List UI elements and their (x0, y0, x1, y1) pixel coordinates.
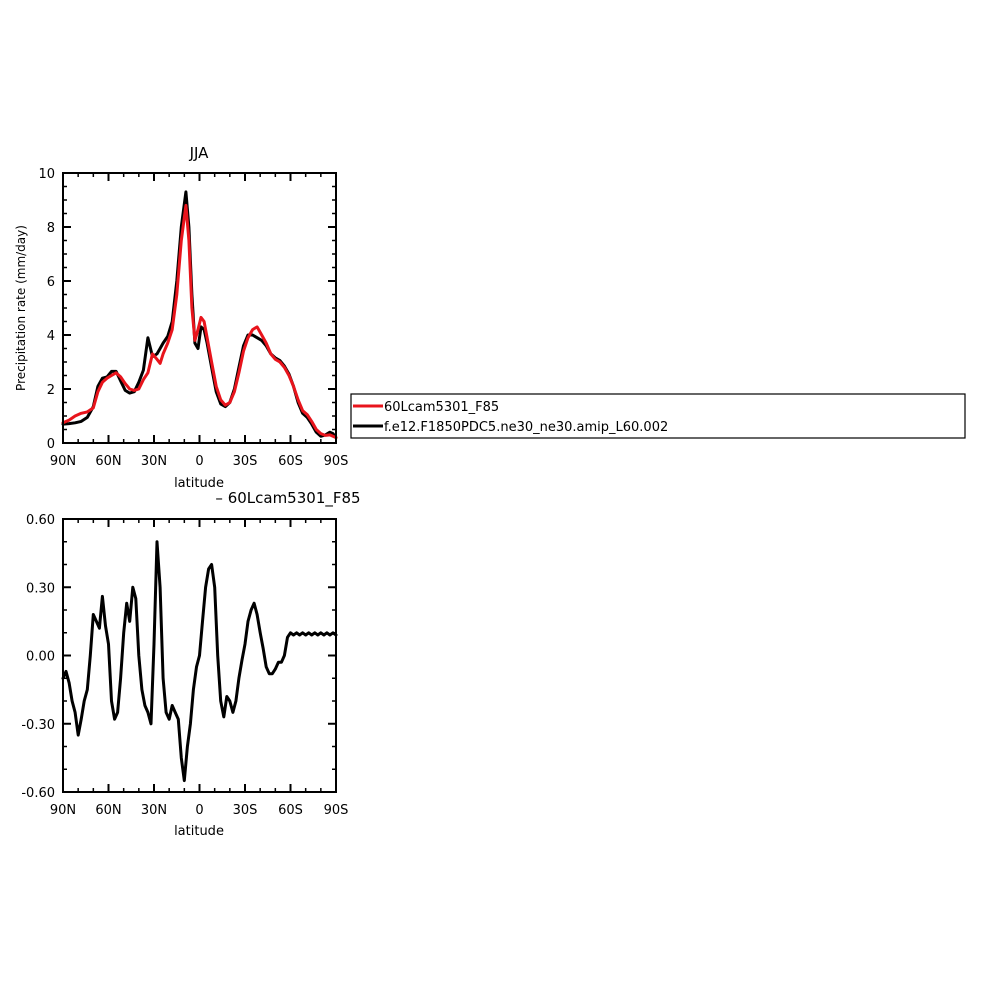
bottom-series-line-1 (61, 540, 338, 783)
top-ytick-label: 2 (47, 383, 55, 398)
top-xtick-label: 60S (278, 454, 303, 469)
top-series-line-1 (61, 203, 338, 440)
top-xtick-label: 90S (324, 454, 349, 469)
legend-label-series-1: 60Lcam5301_F85 (384, 400, 499, 415)
top-ytick-label: 10 (38, 167, 55, 182)
bottom-ytick-label: 0.00 (26, 650, 55, 665)
top-xtick-label: 0 (195, 454, 203, 469)
top-ytick-label: 6 (47, 275, 55, 290)
top-xtick-label: 60N (95, 454, 121, 469)
top-ytick-label: 8 (47, 221, 55, 236)
bottom-panel-frame (62, 518, 337, 793)
top-panel-frame (62, 172, 337, 444)
difference-panel: – 60Lcam5301_F85 latitude 90N 60N 30N 0 30S 6… (21, 489, 360, 839)
top-panel-series (61, 190, 338, 440)
bottom-xtick-label: 90N (50, 803, 76, 818)
bottom-panel-title: – 60Lcam5301_F85 (215, 489, 360, 508)
bottom-xtick-label: 0 (195, 803, 203, 818)
bottom-ytick-label: 0.30 (26, 581, 55, 596)
top-ytick-label: 4 (47, 329, 55, 344)
top-xtick-label: 90N (50, 454, 76, 469)
top-panel-ylabel: Precipitation rate (mm/day) (14, 225, 28, 391)
legend-label-series-2: f.e12.F1850PDC5.ne30_ne30.amip_L60.002 (384, 420, 668, 435)
bottom-ytick-label: -0.60 (21, 786, 55, 801)
top-panel-xlabel: latitude (174, 476, 224, 491)
bottom-xtick-label: 60S (278, 803, 303, 818)
bottom-panel-series (61, 540, 338, 783)
top-series-line-2 (61, 190, 338, 440)
bottom-ytick-label: 0.60 (26, 513, 55, 528)
bottom-xtick-label: 60N (95, 803, 121, 818)
bottom-panel-xlabel: latitude (174, 824, 224, 839)
bottom-xtick-label: 90S (324, 803, 349, 818)
bottom-ytick-label: -0.30 (21, 718, 55, 733)
precipitation-panel: JJA Precipitation rate (mm/day) latitude… (14, 144, 348, 491)
top-panel-title: JJA (189, 144, 210, 162)
top-xtick-label: 30S (233, 454, 258, 469)
bottom-xtick-label: 30S (233, 803, 258, 818)
legend-box (350, 393, 966, 439)
top-xtick-label: 30N (141, 454, 167, 469)
bottom-xtick-label: 30N (141, 803, 167, 818)
legend: 60Lcam5301_F85 f.e12.F1850PDC5.ne30_ne30… (350, 393, 966, 439)
top-ytick-label: 0 (47, 437, 55, 452)
